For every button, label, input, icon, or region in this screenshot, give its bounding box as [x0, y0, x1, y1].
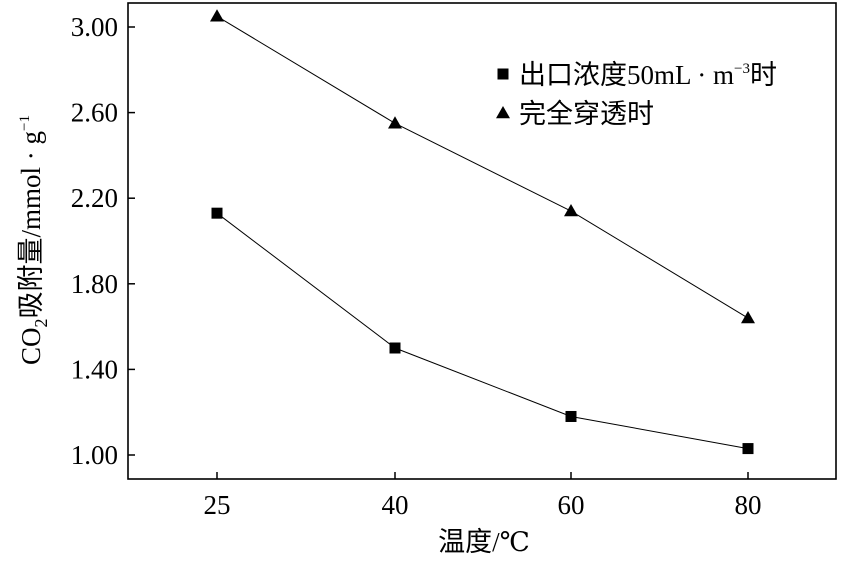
series-2 [210, 9, 755, 324]
y-tick-label: 2.60 [71, 98, 118, 128]
data-point [565, 410, 577, 422]
y-tick-label: 1.00 [71, 440, 118, 470]
data-point [210, 9, 224, 22]
x-tick-label: 80 [735, 490, 762, 520]
legend-marker-2 [496, 106, 510, 119]
y-tick-label: 2.20 [71, 183, 118, 213]
x-axis-label: 温度/℃ [438, 527, 530, 557]
y-tick-label: 1.80 [71, 269, 118, 299]
data-point [564, 204, 578, 217]
x-tick-label: 60 [558, 490, 585, 520]
axes-layer: 1.00 1.40 1.80 2.20 2.60 3.00 25 40 60 80 温度/℃ CO2吸… [16, 2, 837, 557]
y-axis-label: CO2吸附量/mmol · g−1 [16, 115, 51, 365]
plot-frame [127, 2, 837, 480]
x-tick-label: 25 [204, 490, 231, 520]
legend-marker-1 [497, 68, 509, 80]
y-tick-label: 1.40 [71, 354, 118, 384]
series-line [216, 212, 749, 450]
data-point [388, 116, 402, 129]
legend-label-1: 出口浓度50mL · m−3时 [519, 60, 777, 90]
x-tick-label: 40 [382, 490, 409, 520]
series-layer [210, 9, 755, 455]
series-1 [211, 207, 754, 455]
data-point [741, 311, 755, 324]
data-point [389, 342, 401, 354]
data-point [211, 207, 223, 219]
legend-label-2: 完全穿透时 [519, 99, 654, 129]
data-point [742, 443, 754, 455]
y-tick-label: 3.00 [71, 12, 118, 42]
series-line [216, 15, 749, 319]
